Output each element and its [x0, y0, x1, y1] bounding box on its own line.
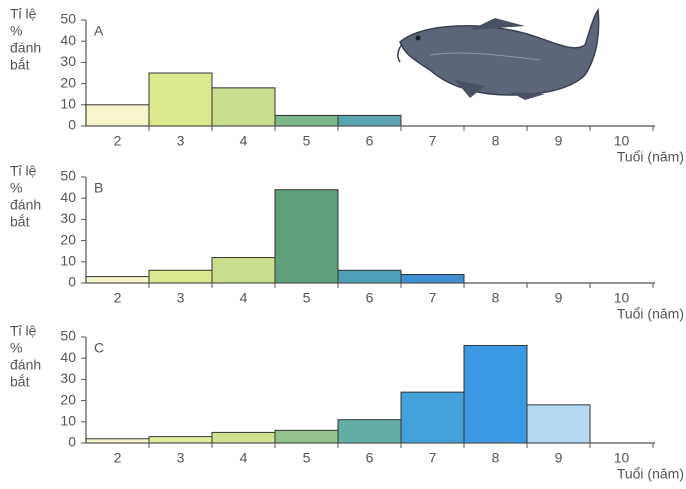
- y-axis-label: bắt: [10, 57, 30, 73]
- y-tick-label: 0: [68, 274, 76, 290]
- x-tick-label: 8: [492, 133, 500, 149]
- y-axis-label: bắt: [10, 214, 30, 230]
- bar: [85, 438, 150, 444]
- y-tick-label: 50: [60, 11, 76, 27]
- bar: [211, 87, 276, 127]
- y-tick-label: 10: [60, 253, 76, 269]
- y-axis-label: %: [10, 340, 22, 356]
- y-axis-label: Tỉ lệ: [10, 163, 37, 179]
- y-tick-label: 0: [68, 117, 76, 133]
- x-tick-label: 6: [366, 290, 374, 306]
- bar: [337, 114, 402, 127]
- y-axis-label: đánh: [10, 40, 41, 56]
- bar: [148, 269, 213, 284]
- x-tick-label: 5: [303, 450, 311, 466]
- panel-label: A: [94, 23, 104, 39]
- x-tick-label: 2: [114, 133, 122, 149]
- x-tick-label: 7: [429, 133, 437, 149]
- x-tick-label: 10: [614, 450, 630, 466]
- x-tick-label: 5: [303, 133, 311, 149]
- bar: [274, 114, 339, 127]
- bar: [211, 431, 276, 444]
- panel-label: C: [94, 340, 104, 356]
- x-tick-label: 4: [240, 450, 248, 466]
- x-tick-label: 6: [366, 133, 374, 149]
- panel-label: B: [94, 180, 103, 196]
- x-tick-label: 10: [614, 133, 630, 149]
- x-tick-label: 6: [366, 450, 374, 466]
- bar: [463, 344, 528, 444]
- bar: [400, 274, 465, 284]
- bar: [148, 72, 213, 127]
- y-axis-label: %: [10, 180, 22, 196]
- y-tick-label: 10: [60, 413, 76, 429]
- x-tick-label: 3: [177, 290, 185, 306]
- y-tick-label: 20: [60, 74, 76, 90]
- y-axis-label: bắt: [10, 374, 30, 390]
- y-tick-label: 40: [60, 349, 76, 365]
- x-axis-label: Tuổi (năm): [617, 466, 684, 482]
- bar: [148, 436, 213, 444]
- fish-illustration: [397, 7, 600, 100]
- y-tick-label: 40: [60, 32, 76, 48]
- y-tick-label: 10: [60, 96, 76, 112]
- y-tick-label: 30: [60, 210, 76, 226]
- y-tick-label: 0: [68, 434, 76, 450]
- x-axis-label: Tuổi (năm): [617, 149, 684, 165]
- x-tick-label: 8: [492, 450, 500, 466]
- x-tick-label: 9: [555, 450, 563, 466]
- y-axis-label: %: [10, 23, 22, 39]
- y-tick-label: 20: [60, 391, 76, 407]
- x-tick-label: 8: [492, 290, 500, 306]
- bar: [337, 269, 402, 284]
- x-tick-label: 7: [429, 290, 437, 306]
- y-tick-label: 30: [60, 370, 76, 386]
- bar: [85, 104, 150, 127]
- x-tick-label: 10: [614, 290, 630, 306]
- y-tick-label: 40: [60, 189, 76, 205]
- y-tick-label: 20: [60, 231, 76, 247]
- y-axis-label: đánh: [10, 357, 41, 373]
- bar: [274, 189, 339, 284]
- x-tick-label: 3: [177, 450, 185, 466]
- y-axis-label: Tỉ lệ: [10, 6, 37, 22]
- x-tick-label: 9: [555, 133, 563, 149]
- y-axis-label: đánh: [10, 197, 41, 213]
- x-tick-label: 2: [114, 450, 122, 466]
- y-tick-label: 50: [60, 328, 76, 344]
- x-tick-label: 5: [303, 290, 311, 306]
- x-tick-label: 4: [240, 133, 248, 149]
- x-tick-label: 9: [555, 290, 563, 306]
- bar: [400, 391, 465, 444]
- bar: [337, 419, 402, 444]
- y-axis-label: Tỉ lệ: [10, 323, 37, 339]
- bar: [274, 429, 339, 444]
- y-tick-label: 50: [60, 168, 76, 184]
- x-tick-label: 3: [177, 133, 185, 149]
- bar: [211, 257, 276, 284]
- x-tick-label: 4: [240, 290, 248, 306]
- x-tick-label: 2: [114, 290, 122, 306]
- x-tick-label: 7: [429, 450, 437, 466]
- x-axis-label: Tuổi (năm): [617, 306, 684, 322]
- bar: [526, 404, 591, 444]
- y-tick-label: 30: [60, 53, 76, 69]
- bar: [85, 276, 150, 284]
